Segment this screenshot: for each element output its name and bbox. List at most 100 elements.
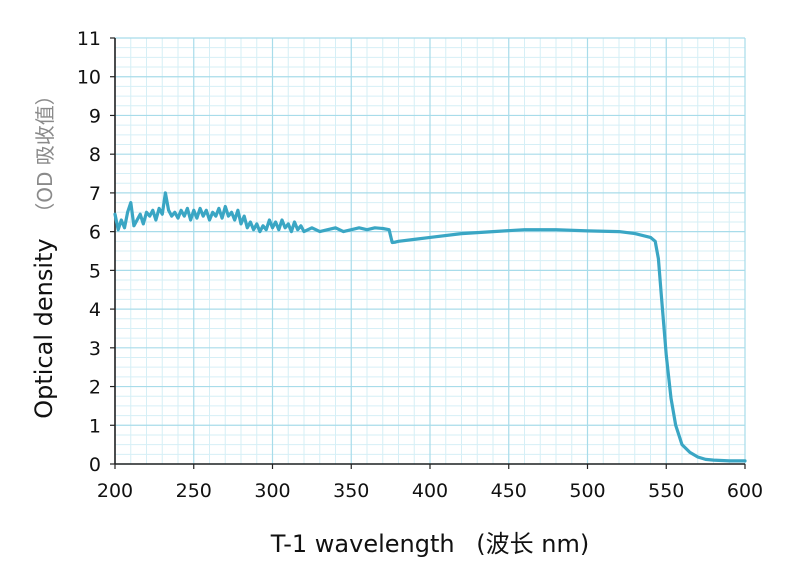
data-point: [397, 240, 400, 243]
data-point: [633, 232, 636, 235]
data-point: [236, 209, 239, 212]
minor-grid: [115, 38, 745, 464]
data-point: [170, 215, 173, 218]
data-point: [413, 238, 416, 241]
data-point: [243, 215, 246, 218]
data-point: [491, 230, 494, 233]
data-point: [280, 218, 283, 221]
data-point: [728, 459, 731, 462]
data-point: [135, 218, 138, 221]
data-point: [743, 459, 746, 462]
data-point: [186, 207, 189, 210]
data-point: [211, 211, 214, 214]
data-point: [669, 397, 672, 400]
data-point: [688, 451, 691, 454]
data-point: [233, 218, 236, 221]
data-point: [554, 228, 557, 231]
y-tick-label: 6: [89, 222, 101, 244]
y-axis-unit: （OD 吸收值）: [33, 85, 57, 223]
y-tick-label: 4: [89, 299, 101, 321]
x-tick-label: 400: [412, 480, 448, 502]
data-point: [342, 230, 345, 233]
data-point: [261, 224, 264, 227]
data-point: [176, 216, 179, 219]
data-point: [123, 226, 126, 229]
x-tick-label: 600: [727, 480, 763, 502]
data-point: [302, 230, 305, 233]
data-point: [195, 216, 198, 219]
data-point: [290, 230, 293, 233]
data-point: [126, 211, 129, 214]
data-point: [277, 228, 280, 231]
data-point: [660, 296, 663, 299]
data-point: [224, 205, 227, 208]
data-point: [214, 215, 217, 218]
data-point: [145, 211, 148, 214]
y-tick-label: 5: [89, 260, 101, 282]
y-axis-title: Optical density （OD 吸收值）: [30, 85, 58, 419]
y-tick-label: 3: [89, 338, 101, 360]
y-tick-labels: 0 1 2 3 4 5 6 7 8 9 10 11: [77, 28, 115, 476]
data-point: [258, 230, 261, 233]
x-tick-label: 350: [333, 480, 369, 502]
data-point: [617, 230, 620, 233]
data-point: [227, 215, 230, 218]
data-point: [246, 226, 249, 229]
y-tick-label: 2: [89, 377, 101, 399]
data-point: [252, 228, 255, 231]
data-point: [129, 201, 132, 204]
data-point: [350, 228, 353, 231]
data-point: [208, 218, 211, 221]
x-tick-label: 550: [648, 480, 684, 502]
data-point: [120, 218, 123, 221]
data-point: [287, 222, 290, 225]
data-point: [173, 211, 176, 214]
x-axis-title: T-1 wavelength (波长 nm): [270, 530, 589, 558]
data-point: [373, 226, 376, 229]
data-point: [657, 257, 660, 260]
data-point: [293, 220, 296, 223]
data-point: [217, 207, 220, 210]
y-tick-label: 8: [89, 144, 101, 166]
data-point: [649, 236, 652, 239]
data-point: [202, 215, 205, 218]
data-point: [221, 216, 224, 219]
data-point: [198, 207, 201, 210]
data-point: [230, 211, 233, 214]
data-point: [249, 220, 252, 223]
data-point: [523, 228, 526, 231]
data-point: [704, 458, 707, 461]
data-point: [665, 354, 668, 357]
data-point: [164, 191, 167, 194]
data-point: [205, 209, 208, 212]
data-point: [296, 228, 299, 231]
x-tick-label: 200: [97, 480, 133, 502]
y-tick-label: 0: [89, 454, 101, 476]
data-point: [158, 207, 161, 210]
x-axis-label: T-1 wavelength: [270, 530, 455, 558]
data-point: [192, 209, 195, 212]
y-tick-label: 7: [89, 183, 101, 205]
x-tick-label: 450: [491, 480, 527, 502]
x-tick-label: 250: [176, 480, 212, 502]
data-point: [142, 222, 145, 225]
data-point: [268, 218, 271, 221]
y-tick-label: 10: [77, 67, 101, 89]
data-point: [132, 224, 135, 227]
data-point: [151, 209, 154, 212]
x-tick-label: 500: [569, 480, 605, 502]
y-tick-label: 1: [89, 415, 101, 437]
data-point: [318, 230, 321, 233]
data-point: [117, 228, 120, 231]
data-point: [154, 218, 157, 221]
data-point: [428, 236, 431, 239]
data-point: [299, 224, 302, 227]
data-point: [189, 218, 192, 221]
data-point: [696, 455, 699, 458]
data-point: [284, 226, 287, 229]
data-point: [161, 213, 164, 216]
data-point: [183, 215, 186, 218]
data-point: [586, 229, 589, 232]
data-point: [674, 424, 677, 427]
